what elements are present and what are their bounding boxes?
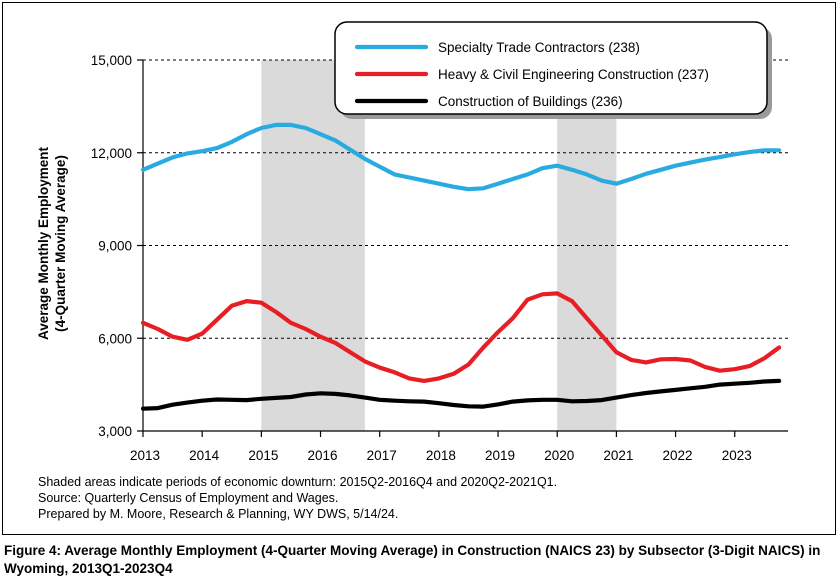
- x-tick-label: 2015: [248, 448, 278, 463]
- series-line-1: [140, 291, 782, 383]
- y-axis-title-line-0: Average Monthly Employment: [36, 146, 51, 340]
- y-tick-label: 15,000: [91, 53, 132, 68]
- x-tick-label: 2021: [603, 448, 633, 463]
- y-tick-label: 6,000: [98, 331, 132, 346]
- x-tick-label: 2020: [544, 448, 574, 463]
- series-lines: [140, 122, 782, 411]
- legend-box: [334, 21, 768, 115]
- figure-caption: Figure 4: Average Monthly Employment (4-…: [4, 543, 821, 576]
- note-prepared-by: Prepared by M. Moore, Research & Plannin…: [38, 507, 399, 521]
- legend-label-1: Heavy & Civil Engineering Construction (…: [438, 67, 709, 82]
- y-axis-title-line-1: (4-Quarter Moving Average): [53, 155, 68, 332]
- y-tick-label: 12,000: [91, 146, 132, 161]
- legend-label-2: Construction of Buildings (236): [438, 94, 623, 109]
- x-tick-label: 2017: [367, 448, 397, 463]
- x-tick-label: 2022: [663, 448, 693, 463]
- x-tick-label: 2013: [130, 448, 160, 463]
- figure-frame: [2, 2, 836, 535]
- y-tick-label: 3,000: [98, 424, 132, 439]
- x-tick-label: 2023: [722, 448, 752, 463]
- y-axis-title: Average Monthly Employment (4-Quarter Mov…: [36, 146, 68, 340]
- note-downturn: Shaded areas indicate periods of economi…: [38, 475, 558, 489]
- legend: Specialty Trade Contractors (238) Heavy &…: [334, 21, 772, 119]
- x-tick-label: 2014: [189, 448, 220, 463]
- series-line-2: [140, 378, 782, 411]
- series-line-0: [140, 122, 782, 192]
- x-tick-label: 2016: [307, 448, 337, 463]
- x-tick-label: 2019: [485, 448, 515, 463]
- legend-label-0: Specialty Trade Contractors (238): [438, 40, 640, 55]
- note-source: Source: Quarterly Census of Employment a…: [38, 491, 339, 505]
- y-tick-label: 9,000: [98, 239, 132, 254]
- chart-axes: 3,000 6,000 9,000 12,000 15,000 2013 2014 2015 2…: [91, 53, 788, 463]
- x-tick-label: 2018: [426, 448, 456, 463]
